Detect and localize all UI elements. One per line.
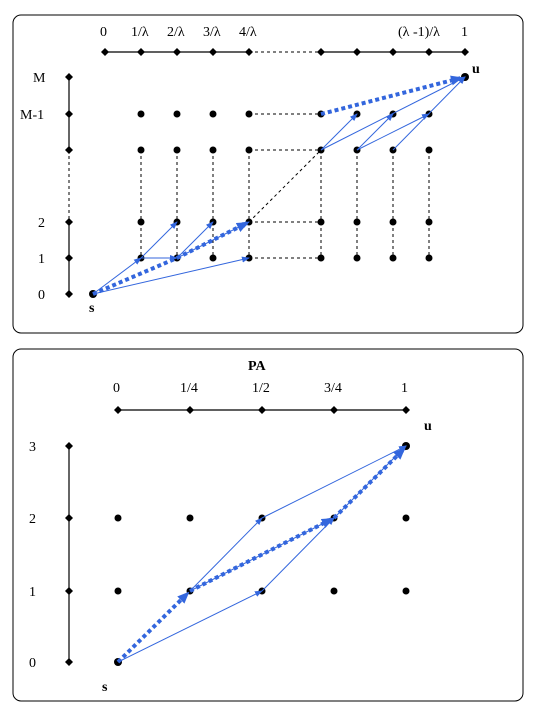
top-x-tick-label-6: 1 [461, 25, 468, 40]
top-x-axis-ticks [101, 48, 469, 56]
top-source-label: s [89, 301, 95, 316]
top-y-tick-label-M: M [33, 71, 46, 86]
top-y-tick-label-0: 0 [38, 288, 45, 303]
top-x-tick-label-2: 2/λ [167, 25, 185, 40]
top-y-axis-ticks [65, 73, 73, 298]
bottom-y-tick-label-3: 3 [29, 440, 36, 455]
top-target-label: u [472, 62, 480, 77]
bottom-y-tick-label-1: 1 [29, 585, 36, 600]
top-thick-path [92, 75, 463, 296]
top-y-tick-label-1: 1 [38, 252, 45, 267]
bottom-y-tick-label-2: 2 [29, 512, 36, 527]
top-thin-arrows [92, 76, 466, 295]
bottom-panel-title: PA [248, 359, 267, 374]
top-x-tick-label-0: 0 [100, 25, 107, 40]
bottom-x-tick-label-1: 1/4 [180, 381, 198, 396]
bottom-source-label: s [102, 680, 108, 695]
top-y-tick-label-2: 2 [38, 216, 45, 231]
top-x-tick-label-1: 1/λ [131, 25, 149, 40]
top-panel-frame [12, 14, 524, 334]
bottom-x-tick-label-4: 1 [401, 381, 408, 396]
top-x-tick-label-4: 4/λ [239, 25, 257, 40]
bottom-x-axis-ticks [114, 406, 410, 414]
top-x-tick-label-3: 3/λ [203, 25, 221, 40]
top-grid-dashed-lines [140, 113, 430, 259]
bottom-x-tick-label-0: 0 [113, 381, 120, 396]
bottom-x-tick-label-2: 1/2 [252, 381, 270, 396]
bottom-x-tick-label-3: 3/4 [324, 381, 342, 396]
bottom-y-tick-label-0: 0 [29, 656, 36, 671]
top-y-tick-label-M-1: M-1 [20, 108, 44, 123]
top-panel: 0 1/λ 2/λ 3/λ 4/λ (λ -1)/λ 1 M M-1 2 1 0 [12, 14, 524, 334]
bottom-thick-path [116, 447, 406, 664]
bottom-panel: PA 0 1/4 1/2 3/4 1 3 2 1 0 [12, 348, 524, 702]
bottom-target-label: u [424, 419, 432, 434]
bottom-y-axis-ticks [65, 442, 73, 666]
top-x-tick-label-5: (λ -1)/λ [398, 25, 440, 40]
bottom-panel-frame [12, 348, 524, 702]
